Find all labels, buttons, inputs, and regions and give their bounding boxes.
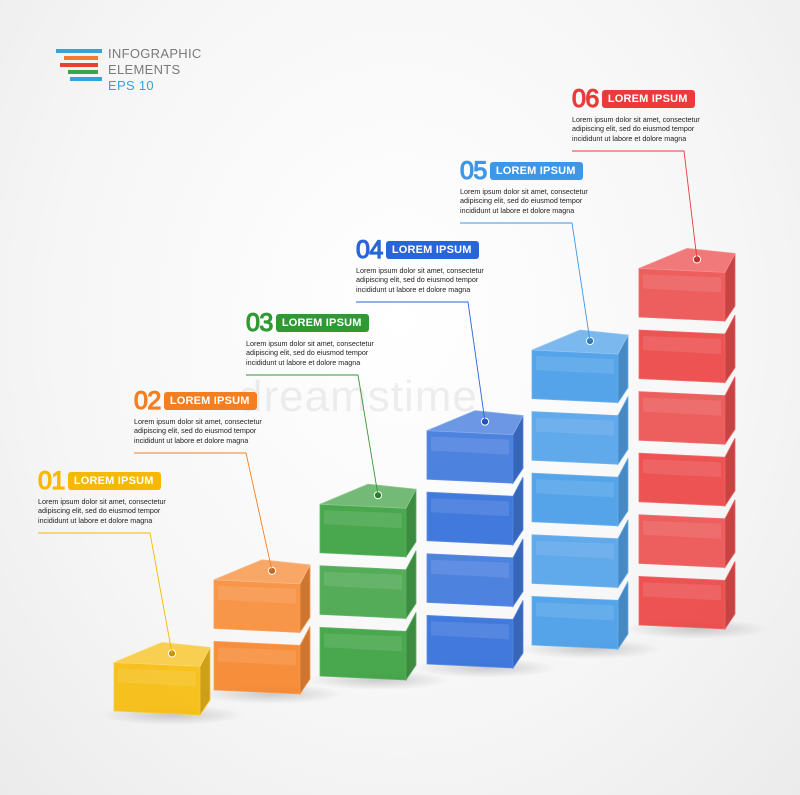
step-description: Lorem ipsum dolor sit amet, consectetur … [246, 339, 374, 367]
bar-cube-side [724, 499, 736, 569]
step-description: Lorem ipsum dolor sit amet, consectetur … [38, 497, 166, 525]
bar-02 [134, 452, 344, 704]
step-number: 01 [37, 467, 66, 495]
bar-top-face [426, 410, 524, 436]
bar-cube-highlight [536, 602, 614, 621]
bar-cube-highlight [324, 510, 402, 529]
bar-cube-highlight [643, 397, 721, 416]
step-number: 06 [571, 85, 600, 113]
step-label: LOREM IPSUM [601, 90, 695, 108]
bar-cube-side [724, 438, 736, 508]
step-description: Lorem ipsum dolor sit amet, consectetur … [460, 187, 588, 215]
bar-01 [38, 532, 244, 725]
bar-cube-side [724, 561, 736, 631]
callout-06: 06 LOREM IPSUM Lorem ipsum dolor sit amet,… [571, 85, 752, 143]
step-label: LOREM IPSUM [275, 314, 369, 332]
bar-cube-highlight [536, 540, 614, 559]
bar-cube-side [512, 600, 524, 670]
step-number: 04 [355, 236, 384, 264]
bar-top-face [531, 329, 629, 355]
bar-cube-side [512, 477, 524, 547]
step-description: Lorem ipsum dolor sit amet, consectetur … [356, 266, 484, 294]
step-label: LOREM IPSUM [163, 392, 257, 410]
bar-cube-side [405, 550, 417, 620]
bar-cube-highlight [431, 621, 509, 640]
bar-marker-dot [267, 566, 277, 575]
step-label: LOREM IPSUM [385, 241, 479, 259]
bar-cube-side [617, 581, 629, 651]
callout-04: 04 LOREM IPSUM Lorem ipsum dolor sit amet,… [355, 236, 536, 294]
callout-header: 03 LOREM IPSUM [245, 309, 426, 337]
bar-cube-highlight [536, 479, 614, 498]
bar-cube-side [724, 314, 736, 384]
bar-cube-side [617, 396, 629, 466]
leader-line [572, 150, 698, 260]
step-label: LOREM IPSUM [67, 472, 161, 490]
callout-header: 06 LOREM IPSUM [571, 85, 752, 113]
logo-stripe [68, 70, 98, 74]
logo-stripe [56, 49, 102, 53]
bar-cube-highlight [431, 498, 509, 517]
bar-cube-highlight [218, 647, 296, 666]
callout-header: 01 LOREM IPSUM [37, 467, 218, 495]
leader-line [38, 532, 173, 654]
callout-header: 05 LOREM IPSUM [459, 157, 640, 185]
bar-cube-highlight [643, 336, 721, 354]
bar-06 [572, 150, 769, 639]
leader-line [460, 222, 591, 342]
logo-stripe [60, 63, 98, 67]
bar-cube-side [617, 519, 629, 589]
step-number: 03 [245, 309, 274, 337]
callout-header: 04 LOREM IPSUM [355, 236, 536, 264]
step-description: Lorem ipsum dolor sit amet, consectetur … [572, 115, 700, 143]
bar-cube-highlight [536, 356, 614, 374]
logo-line-3: EPS 10 [108, 78, 154, 93]
step-number: 02 [133, 387, 162, 415]
infographic-logo: INFOGRAPHIC ELEMENTS EPS 10 [56, 46, 216, 96]
step-description: Lorem ipsum dolor sit amet, consectetur … [134, 417, 262, 445]
logo-stripe [64, 56, 98, 60]
callout-03: 03 LOREM IPSUM Lorem ipsum dolor sit amet,… [245, 309, 426, 367]
bar-cube-side [512, 538, 524, 608]
bar-04 [356, 301, 557, 678]
bar-top-face [213, 559, 311, 585]
bar-cube-highlight [324, 571, 402, 590]
bar-03 [246, 374, 450, 690]
step-label: LOREM IPSUM [489, 162, 583, 180]
bar-cube-highlight [118, 668, 196, 687]
callout-01: 01 LOREM IPSUM Lorem ipsum dolor sit amet,… [37, 467, 218, 525]
leader-line [356, 301, 486, 422]
callout-05: 05 LOREM IPSUM Lorem ipsum dolor sit amet,… [459, 157, 640, 215]
bar-top-face [113, 641, 211, 667]
logo-line-2: ELEMENTS [108, 62, 181, 77]
callout-header: 02 LOREM IPSUM [133, 387, 314, 415]
bar-cube-side [299, 626, 311, 696]
bar-cube-side [724, 376, 736, 446]
bar-cube-highlight [431, 436, 509, 455]
leader-line [246, 374, 379, 496]
bar-cube-highlight [643, 459, 721, 478]
bar-top-face [319, 483, 417, 509]
bar-cube-highlight [324, 633, 402, 652]
bar-cube-highlight [643, 520, 721, 539]
bar-cube-side [617, 458, 629, 528]
step-number: 05 [459, 157, 488, 185]
callout-02: 02 LOREM IPSUM Lorem ipsum dolor sit amet,… [133, 387, 314, 445]
bar-cube-side [405, 612, 417, 682]
logo-stripe [70, 77, 102, 81]
bar-cube-highlight [536, 417, 614, 436]
bar-cube-highlight [218, 585, 296, 604]
bar-05 [460, 222, 662, 659]
bar-top-face [638, 247, 736, 273]
logo-line-1: INFOGRAPHIC [108, 46, 202, 61]
bar-cube-highlight [643, 274, 721, 293]
bar-cube-highlight [431, 559, 509, 578]
bar-cube-highlight [643, 582, 721, 601]
leader-line [134, 452, 273, 571]
